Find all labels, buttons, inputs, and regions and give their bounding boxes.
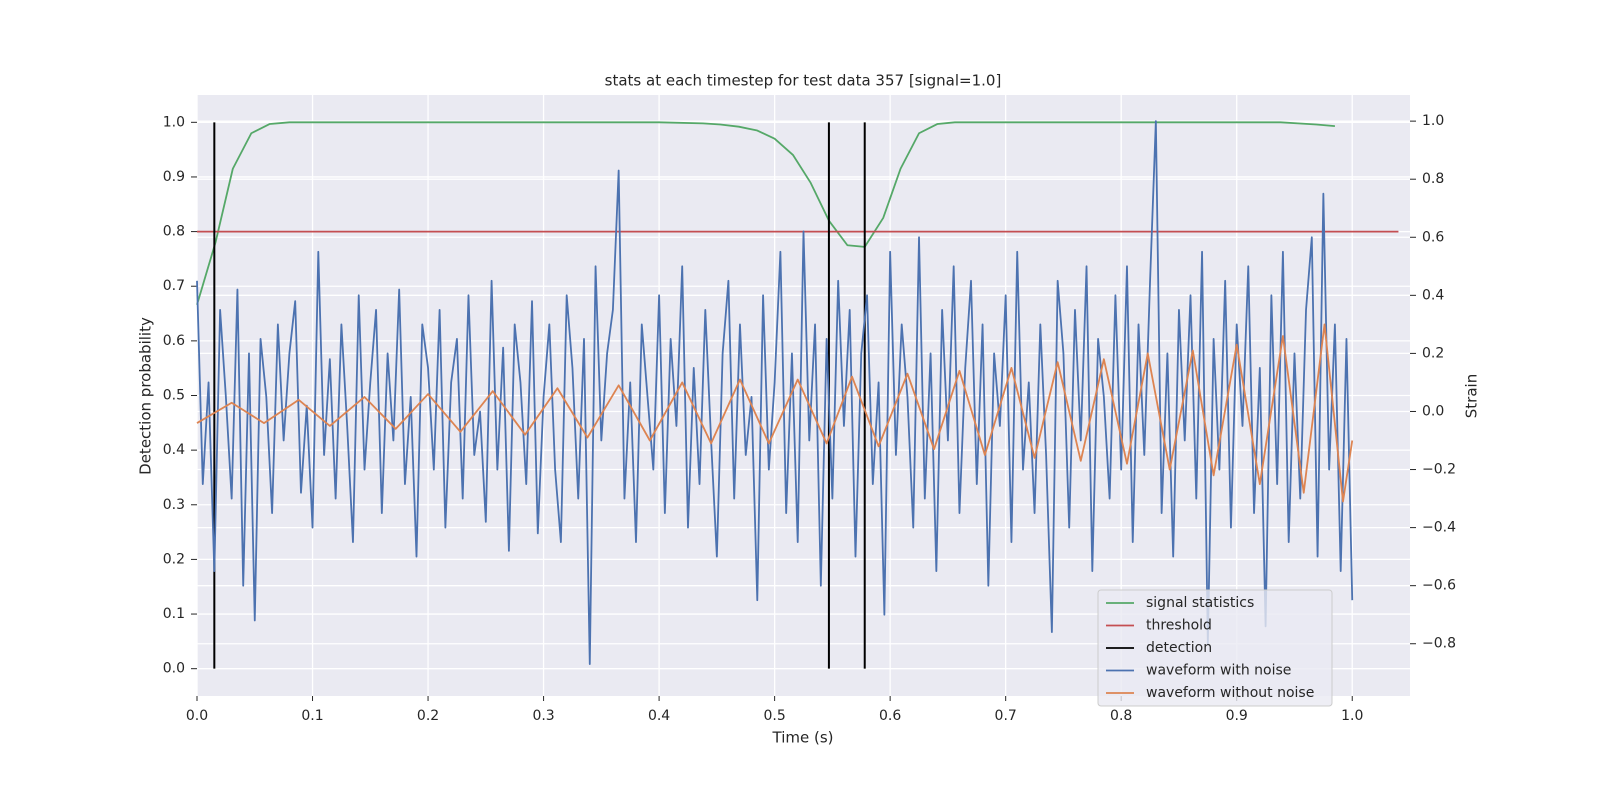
series-line — [196, 121, 1335, 306]
x-tick-label: 1.0 — [1341, 708, 1363, 724]
legend-label: waveform without noise — [1146, 685, 1314, 701]
y-tick-label: 0.3 — [163, 497, 185, 513]
x-tick-label: 0.3 — [532, 708, 554, 724]
legend-box — [1097, 589, 1333, 707]
y-tick-label: 0.2 — [163, 551, 185, 567]
x-tick-label: 0.9 — [1226, 708, 1248, 724]
y2-tick-label: 0.8 — [1422, 171, 1444, 187]
y-tick-label: 1.0 — [163, 114, 185, 130]
legend: signal statistics threshold detection wavef… — [1097, 589, 1333, 707]
y-tick-label: 0.7 — [163, 278, 185, 294]
x-tick-label: 0.5 — [763, 708, 785, 724]
y2-tick-label: 0.6 — [1422, 229, 1444, 245]
y-tick-label: 0.5 — [163, 388, 185, 404]
y2-axis-label: Strain — [1463, 374, 1481, 418]
y-tick-label: 0.1 — [163, 606, 185, 622]
x-tick-label: 0.7 — [995, 708, 1017, 724]
legend-label: detection — [1146, 640, 1212, 656]
y2-tick-label: −0.6 — [1422, 578, 1456, 594]
x-tick-label: 0.6 — [879, 708, 901, 724]
y-axis-label: Detection probability — [137, 317, 155, 475]
y-tick-label: 0.0 — [163, 661, 185, 677]
y2-tick-label: −0.4 — [1422, 520, 1456, 536]
y-tick-label: 0.9 — [163, 169, 185, 185]
series-line — [196, 120, 1354, 665]
y-tick-label: 0.8 — [163, 224, 185, 240]
legend-label: signal statistics — [1146, 595, 1254, 611]
y-tick-label: 0.6 — [163, 333, 185, 349]
x-tick-label: 0.8 — [1110, 708, 1132, 724]
x-tick-label: 0.4 — [648, 708, 670, 724]
y2-tick-label: −0.8 — [1422, 636, 1456, 652]
series-line — [196, 323, 1354, 503]
chart-title: stats at each timestep for test data 357… — [605, 72, 1002, 90]
legend-label: waveform with noise — [1146, 663, 1291, 679]
y2-tick-label: 0.2 — [1422, 345, 1444, 361]
y2-tick-label: −0.2 — [1422, 462, 1456, 478]
x-axis-label: Time (s) — [772, 729, 834, 747]
y2-tick-label: 1.0 — [1422, 113, 1444, 129]
y-tick-label: 0.4 — [163, 442, 185, 458]
legend-label: threshold — [1146, 618, 1212, 634]
x-tick-label: 0.0 — [186, 708, 208, 724]
x-tick-label: 0.2 — [417, 708, 439, 724]
x-tick-label: 0.1 — [301, 708, 323, 724]
y2-tick-label: 0.4 — [1422, 287, 1444, 303]
y2-tick-label: 0.0 — [1422, 403, 1444, 419]
